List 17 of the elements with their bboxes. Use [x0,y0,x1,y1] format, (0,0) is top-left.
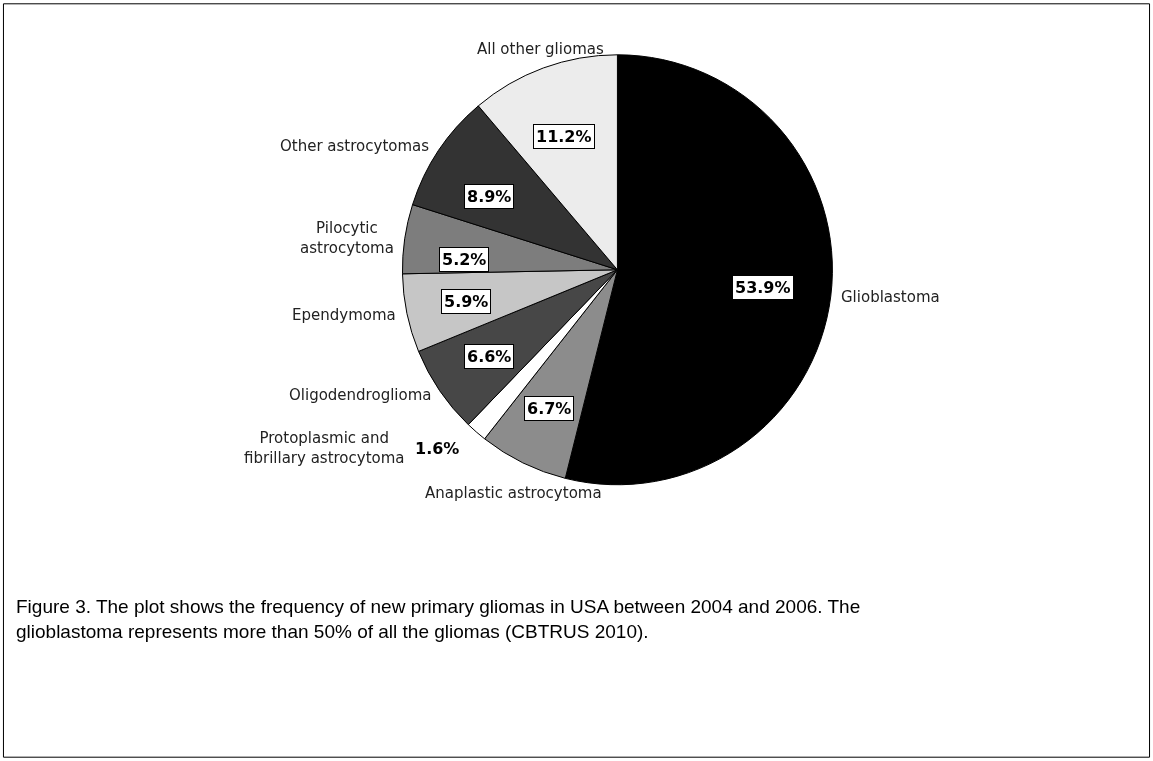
slice-label: Glioblastoma [841,288,940,306]
caption: Figure 3. The plot shows the frequency of new primary gliomas in USA between 2004 and 2006. The glioblastoma represents more than 50% of all the gliomas (CBTRUS 2010). [16,596,861,642]
data-label: 1.6% [415,439,460,458]
data-label: 6.7% [527,399,572,418]
slice-label: Other astrocytomas [280,137,430,155]
slice-label: Oligodendroglioma [289,386,432,404]
data-label: 6.6% [467,347,512,366]
data-label: 11.2% [536,127,592,146]
slice-label: All other gliomas [477,40,604,58]
data-label: 5.9% [444,292,489,311]
slice-label: Pilocytic astrocytoma [300,219,394,257]
slice-label: Protoplasmic and fibrillary astrocytoma [244,429,405,467]
data-label: 8.9% [467,187,512,206]
slice-label: Ependymoma [292,306,396,324]
data-label: 5.2% [442,250,487,269]
data-label: 53.9% [735,278,791,297]
slice-label: Anaplastic astrocytoma [425,484,602,502]
